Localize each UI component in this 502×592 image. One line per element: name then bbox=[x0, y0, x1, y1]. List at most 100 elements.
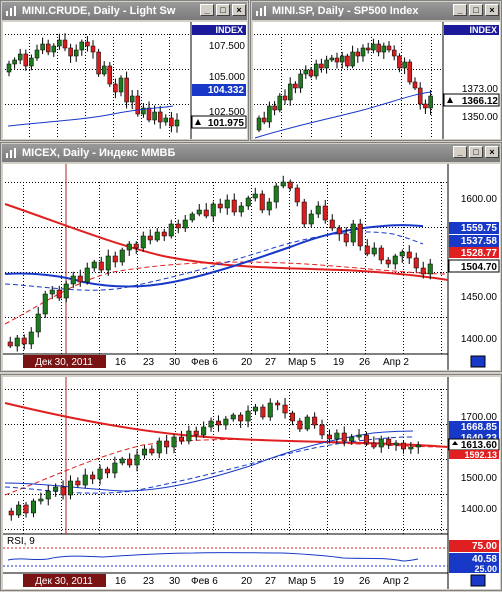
crude-minimize-button[interactable]: _ bbox=[200, 4, 214, 16]
grid-dot bbox=[137, 242, 138, 243]
grid-dot bbox=[257, 182, 258, 183]
crude-last-value: 101.975 bbox=[208, 118, 245, 129]
grid-dot bbox=[125, 529, 126, 530]
crude-window-titlebar[interactable]: MINI.CRUDE, Daily - Light Sw bbox=[2, 2, 247, 20]
grid-dot bbox=[365, 257, 366, 258]
grid-dot bbox=[137, 230, 138, 231]
grid-dot bbox=[74, 104, 75, 105]
date-tick: 27 bbox=[265, 576, 277, 587]
sp-close-button[interactable]: × bbox=[485, 4, 499, 16]
grid-dot bbox=[371, 73, 372, 74]
grid-dot bbox=[29, 100, 30, 101]
micex-close-button[interactable]: × bbox=[485, 146, 499, 158]
grid-dot bbox=[327, 344, 328, 345]
grid-dot bbox=[164, 34, 165, 35]
grid-dot bbox=[446, 424, 447, 425]
grid-dot bbox=[57, 133, 58, 134]
micex-chart-window[interactable]: MICEX, Daily - Индекс ММВБ _ □ × 1600.00… bbox=[0, 142, 502, 372]
micex-minimize-button[interactable]: _ bbox=[453, 146, 467, 158]
grid-dot bbox=[266, 104, 267, 105]
grid-dot bbox=[230, 494, 231, 495]
grid-dot bbox=[289, 437, 290, 438]
sp-window-titlebar[interactable]: MINI.SP, Daily - SP500 Index bbox=[252, 2, 500, 20]
grid-dot bbox=[61, 449, 62, 450]
micex-maximize-button[interactable]: □ bbox=[469, 146, 483, 158]
grid-dot bbox=[99, 509, 100, 510]
grid-dot bbox=[212, 494, 213, 495]
grid-dot bbox=[23, 317, 24, 318]
grid-dot bbox=[311, 112, 312, 113]
grid-dot bbox=[327, 476, 328, 477]
grid-dot bbox=[99, 521, 100, 522]
grid-dot bbox=[212, 529, 213, 530]
grid-dot bbox=[275, 459, 276, 460]
candle-body bbox=[400, 442, 406, 450]
grid-dot bbox=[68, 272, 69, 273]
candle-body bbox=[423, 103, 428, 109]
grid-dot bbox=[85, 100, 86, 101]
sp-minimize-button[interactable]: _ bbox=[453, 4, 467, 16]
grid-dot bbox=[314, 104, 315, 105]
grid-dot bbox=[371, 118, 372, 119]
grid-dot bbox=[29, 104, 30, 105]
micex-scroll-icon[interactable] bbox=[470, 355, 486, 368]
micex-plot-area[interactable]: 1600.00 1559.75 1537.58 1528.77 1504.70 … bbox=[3, 164, 500, 370]
micex-window-titlebar[interactable]: MICEX, Daily - Индекс ММВБ bbox=[2, 144, 500, 162]
crude-plot-area[interactable]: INDEX 107.500 105.000 104.332 102.500 10… bbox=[3, 22, 247, 139]
grid-dot bbox=[371, 52, 372, 53]
sp-maximize-button[interactable]: □ bbox=[469, 4, 483, 16]
grid-dot bbox=[141, 127, 142, 128]
grid-dot bbox=[23, 494, 24, 495]
grid-dot bbox=[71, 424, 72, 425]
grid-dot bbox=[173, 182, 174, 183]
sp-plot-area[interactable]: INDEX 1373.00 1366.12 1350.00 bbox=[253, 22, 500, 139]
grid-dot bbox=[113, 79, 114, 80]
crude-close-button[interactable]: × bbox=[232, 4, 246, 16]
grid-dot bbox=[403, 203, 404, 204]
date-tick: 30 bbox=[169, 357, 181, 368]
grid-dot bbox=[61, 251, 62, 252]
bottom-chart-window[interactable]: 1700.00 1668.85 1640.23 1613.60 1592.13 … bbox=[0, 374, 502, 591]
grid-dot bbox=[407, 69, 408, 70]
grid-dot bbox=[23, 227, 24, 228]
grid-dot bbox=[32, 317, 33, 318]
grid-dot bbox=[365, 470, 366, 471]
grid-dot bbox=[327, 293, 328, 294]
bottom-scroll-icon[interactable] bbox=[470, 574, 486, 587]
grid-dot bbox=[99, 206, 100, 207]
grid-dot bbox=[403, 527, 404, 528]
grid-dot bbox=[107, 317, 108, 318]
grid-dot bbox=[425, 34, 426, 35]
crude-maximize-button[interactable]: □ bbox=[216, 4, 230, 16]
grid-dot bbox=[289, 530, 290, 531]
grid-dot bbox=[175, 311, 176, 312]
grid-dot bbox=[23, 524, 24, 525]
grid-dot bbox=[266, 389, 267, 390]
crude-chart-window[interactable]: MINI.CRUDE, Daily - Light Sw _ □ × INDEX… bbox=[0, 0, 249, 141]
grid-dot bbox=[239, 317, 240, 318]
grid-dot bbox=[327, 467, 328, 468]
grid-dot bbox=[185, 317, 186, 318]
grid-dot bbox=[251, 209, 252, 210]
grid-dot bbox=[57, 82, 58, 83]
grid-dot bbox=[327, 440, 328, 441]
grid-dot bbox=[44, 424, 45, 425]
grid-dot bbox=[85, 64, 86, 65]
grid-dot bbox=[99, 188, 100, 189]
grid-dot bbox=[23, 308, 24, 309]
grid-dot bbox=[61, 443, 62, 444]
grid-dot bbox=[128, 69, 129, 70]
grid-dot bbox=[221, 529, 222, 530]
grid-dot bbox=[95, 494, 96, 495]
grid-dot bbox=[61, 215, 62, 216]
bottom-plot-area[interactable]: 1700.00 1668.85 1640.23 1613.60 1592.13 … bbox=[3, 377, 500, 589]
grid-dot bbox=[61, 212, 62, 213]
grid-dot bbox=[26, 389, 27, 390]
grid-dot bbox=[443, 424, 444, 425]
sp-chart-window[interactable]: MINI.SP, Daily - SP500 Index _ □ × INDEX… bbox=[250, 0, 502, 141]
grid-dot bbox=[289, 473, 290, 474]
grid-dot bbox=[175, 428, 176, 429]
grid-dot bbox=[431, 182, 432, 183]
grid-dot bbox=[338, 69, 339, 70]
grid-dot bbox=[371, 494, 372, 495]
